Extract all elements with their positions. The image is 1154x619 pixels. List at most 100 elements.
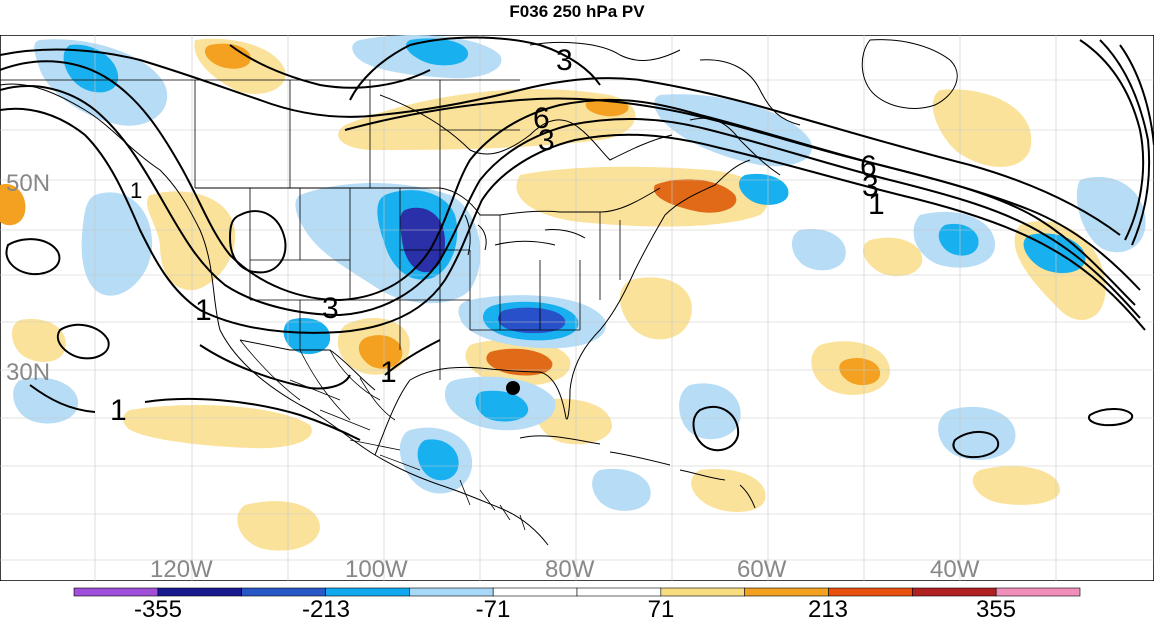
- colorbar-box: [492, 587, 578, 597]
- colorbar-label: -213: [302, 596, 350, 619]
- pv-contour-line: [344, 97, 1141, 291]
- pv-contour-line: [228, 210, 287, 274]
- pv-negative-core: [738, 173, 789, 205]
- contour-label: 1: [380, 356, 397, 389]
- pv-contour-line: [57, 323, 110, 360]
- colorbar-box: [912, 587, 997, 597]
- pv-positive-core: [653, 179, 737, 213]
- us-canada-border: [195, 187, 661, 216]
- pv-positive-area: [691, 469, 766, 512]
- pv-positive-area: [862, 237, 923, 277]
- colorbar-box: [660, 587, 745, 597]
- pv-positive-area: [123, 405, 312, 449]
- pv-contour-line: [692, 405, 740, 452]
- pv-positive-area: [11, 319, 66, 362]
- pv-positive-area: [619, 277, 692, 340]
- contour-label: 1: [110, 394, 127, 427]
- pv-contour-line: [0, 107, 1146, 334]
- pv-positive-core: [486, 348, 553, 376]
- colorbar-label: -355: [134, 596, 182, 619]
- contour-label: 3: [862, 170, 879, 203]
- pv-contour-line: [1088, 408, 1134, 427]
- lon-label-120w: 120W: [150, 556, 213, 581]
- lon-label-40w: 40W: [930, 556, 980, 581]
- storm-center-marker: [506, 381, 520, 395]
- pv-positive-area: [932, 89, 1032, 167]
- great-lakes: [464, 214, 586, 256]
- lon-label-60w: 60W: [737, 556, 787, 581]
- negative-anomaly-core: [63, 38, 1086, 481]
- pv-contour-line: [349, 36, 601, 101]
- pv-positive-area: [972, 466, 1060, 505]
- pv-positive-core: [204, 43, 251, 69]
- pv-positive-core: [0, 184, 26, 226]
- colorbar-box: [995, 587, 1081, 597]
- colorbar-box: [744, 587, 829, 597]
- colorbar: -355 -213 -71 71 213 355: [73, 587, 1081, 619]
- pv-positive-core: [839, 357, 881, 386]
- contour-label: 6: [860, 150, 877, 183]
- canada-provinces: [0, 79, 520, 188]
- pv-negative-area: [592, 468, 651, 511]
- pv-negative-core: [497, 307, 566, 334]
- pv-positive-core: [358, 335, 403, 369]
- graticule: [0, 35, 1154, 581]
- colorbar-box: [241, 587, 326, 597]
- pv-contour-line: [199, 344, 351, 390]
- pv-positive-area: [237, 501, 320, 551]
- colorbar-box: [157, 587, 242, 597]
- pv-negative-core: [1023, 233, 1086, 274]
- central-america-borders: [459, 479, 526, 531]
- colorbar-label: 71: [648, 596, 675, 619]
- pv-contour-line: [384, 339, 441, 376]
- gulf-coastline: [374, 159, 751, 456]
- colorbar-box: [409, 587, 494, 597]
- contour-label: 3: [322, 292, 339, 325]
- pv-contour-line: [952, 431, 1000, 459]
- contour-label: 1: [195, 294, 212, 327]
- positive-anomaly-core: [0, 43, 881, 386]
- lon-labels: 120W 100W 80W 60W 40W: [150, 556, 980, 581]
- pv-positive-area: [146, 191, 236, 291]
- colorbar-label: -71: [476, 596, 511, 619]
- lat-labels: 50N 30N: [6, 170, 50, 386]
- pv-contour-line: [1079, 39, 1145, 241]
- pv-contour-line: [0, 48, 1121, 236]
- north-america-coastline: [0, 83, 549, 546]
- pv-negative-core: [475, 390, 529, 422]
- pv-contour-line: [229, 44, 431, 89]
- contour-label: 3: [556, 44, 573, 77]
- pv-negative-area: [13, 377, 79, 424]
- contour-labels: 3 6 3 1 6 3 1 1 3 1 1: [110, 44, 885, 427]
- pv-negative-core: [283, 318, 331, 355]
- lon-label-80w: 80W: [545, 556, 595, 581]
- pv-contour-line: [144, 397, 361, 441]
- colorbar-labels: -355 -213 -71 71 213 355: [134, 596, 1016, 619]
- pv-negative-area: [791, 229, 846, 271]
- lat-label-50n: 50N: [6, 170, 50, 197]
- pv-contour-line: [1099, 39, 1151, 246]
- coastlines-and-borders: [0, 39, 958, 546]
- caribbean-islands: [519, 435, 756, 509]
- contour-label: 1: [868, 188, 885, 221]
- pv-negative-core: [63, 44, 119, 93]
- pv-negative-core: [405, 38, 469, 66]
- colorbar-box: [576, 587, 662, 597]
- pv-contour-line: [1119, 44, 1154, 146]
- pv-negative-core: [417, 439, 459, 481]
- pv-map: 3 6 3 1 6 3 1 1 3 1 1 50N 30N 120W 100W …: [0, 35, 1154, 581]
- pv-negative-area: [938, 406, 1016, 460]
- colorbar-label: 355: [976, 596, 1016, 619]
- lat-label-30n: 30N: [6, 359, 50, 386]
- lon-label-100w: 100W: [345, 556, 408, 581]
- colorbar-label: 213: [808, 596, 848, 619]
- colorbar-box: [828, 587, 913, 597]
- pv-contours: [0, 36, 1154, 459]
- chart-title: F036 250 hPa PV: [509, 2, 645, 21]
- colorbar-boxes: [73, 587, 1081, 597]
- pv-negative-core: [938, 223, 979, 256]
- contour-label: 6: [533, 102, 550, 135]
- contour-label: 1: [130, 178, 142, 203]
- canada-coastline: [379, 41, 801, 176]
- colorbar-box: [73, 587, 159, 597]
